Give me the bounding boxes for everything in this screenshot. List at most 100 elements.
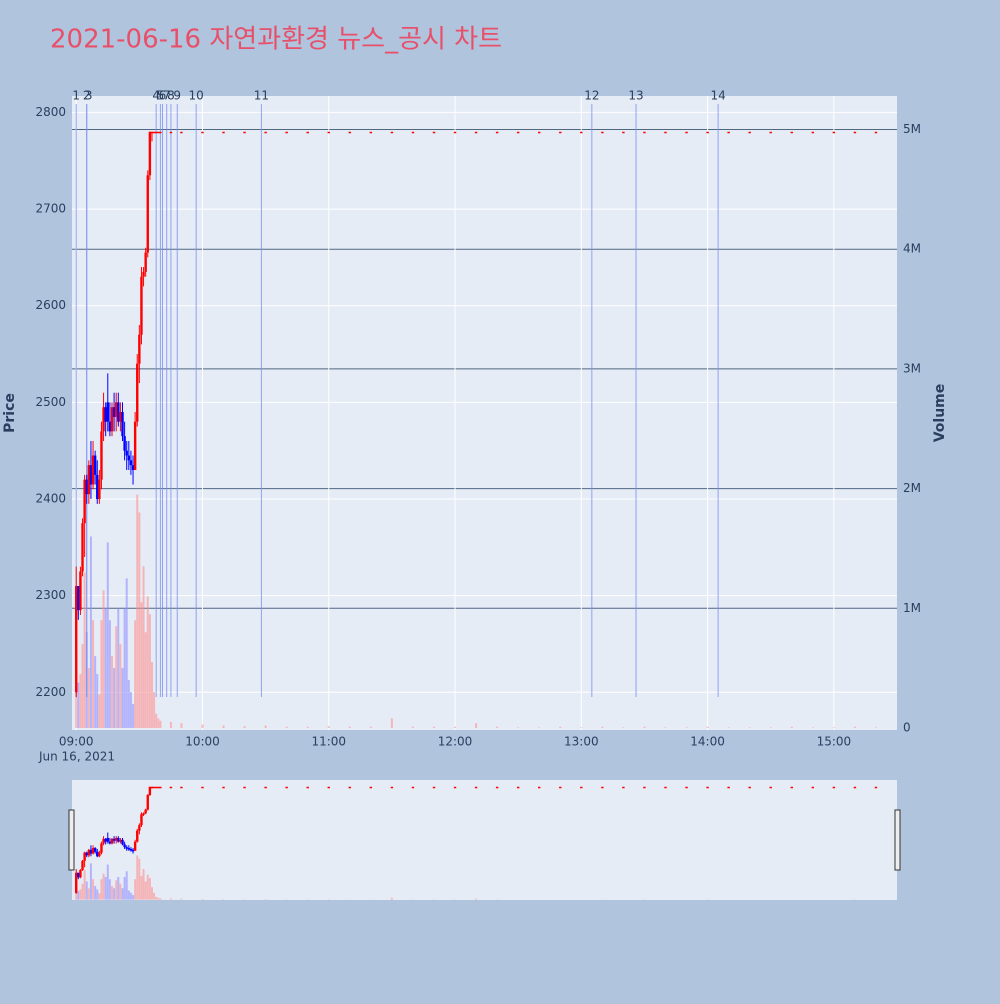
mini-volume-bar xyxy=(98,893,100,899)
mini-candle-body xyxy=(100,843,102,852)
y2-tick-label: 1M xyxy=(903,601,921,615)
mini-volume-bar xyxy=(145,881,147,899)
candle-body xyxy=(643,132,645,134)
candle-body xyxy=(83,480,85,523)
mini-candle-body xyxy=(111,839,113,844)
mini-candle-body xyxy=(748,787,750,789)
mini-volume-bar xyxy=(155,897,157,900)
x-date-label: Jun 16, 2021 xyxy=(38,750,115,764)
mini-candle-body xyxy=(128,848,130,850)
mini-candle-body xyxy=(86,853,88,856)
candle-body xyxy=(149,132,151,175)
volume-bar xyxy=(580,727,582,728)
candle-body xyxy=(770,132,772,134)
mini-candle-body xyxy=(727,787,729,789)
mini-volume-bar xyxy=(107,865,109,900)
mini-volume-bar xyxy=(475,899,477,900)
mini-volume-bar xyxy=(124,877,126,900)
volume-bar xyxy=(145,632,147,728)
mini-candle-body xyxy=(559,787,561,789)
mini-volume-bar xyxy=(92,879,94,899)
volume-bar xyxy=(875,727,877,728)
mini-candle-body xyxy=(433,787,435,789)
mini-candle-body xyxy=(201,787,203,789)
mini-candle-body xyxy=(264,787,266,789)
volume-bar xyxy=(115,626,117,728)
mini-candle-body xyxy=(496,787,498,789)
volume-bar xyxy=(134,620,136,728)
candle-body xyxy=(159,132,161,134)
mini-candle-body xyxy=(113,839,115,841)
candle-body xyxy=(201,132,203,134)
candle-body xyxy=(412,132,414,134)
mini-volume-bar xyxy=(391,898,393,900)
mini-volume-bar xyxy=(88,888,90,899)
mini-volume-bar xyxy=(94,886,96,900)
candle-body xyxy=(496,132,498,134)
candle-body xyxy=(144,253,146,272)
mini-volume-bar xyxy=(132,895,134,900)
mini-volume-bar xyxy=(170,898,172,899)
mini-candle-body xyxy=(104,839,106,842)
candle-body xyxy=(136,364,138,422)
volume-bar xyxy=(622,727,624,728)
mini-candle-body xyxy=(791,787,793,789)
volume-bar xyxy=(92,620,94,728)
mini-candle-body xyxy=(875,787,877,789)
volume-bar xyxy=(128,680,130,728)
news-label: 9 xyxy=(173,89,181,103)
y2-tick-label: 4M xyxy=(903,242,921,256)
mini-candle-body xyxy=(664,787,666,789)
range-slider[interactable] xyxy=(72,780,897,900)
candle-body xyxy=(102,407,104,431)
mini-candle-body xyxy=(475,787,477,789)
candle-body xyxy=(370,132,372,134)
candle-body xyxy=(285,132,287,134)
volume-bar xyxy=(728,727,730,728)
volume-bar xyxy=(126,578,128,728)
candle-body xyxy=(727,132,729,134)
volume-bar xyxy=(98,694,100,728)
candle-body xyxy=(875,132,877,134)
y2-tick-label: 2M xyxy=(903,481,921,495)
mini-candle-body xyxy=(833,787,835,789)
mini-volume-bar xyxy=(180,899,182,900)
x-tick-label: 12:00 xyxy=(438,735,473,749)
volume-bar xyxy=(496,727,498,728)
y-tick-label: 2800 xyxy=(35,105,66,119)
mini-candle-body xyxy=(770,787,772,789)
y2-tick-label: 5M xyxy=(903,122,921,136)
candle-body xyxy=(138,335,140,364)
volume-bar xyxy=(111,656,113,728)
candle-body xyxy=(622,132,624,134)
mini-candle-body xyxy=(88,850,90,855)
mini-candle-body xyxy=(812,787,814,789)
volume-bar xyxy=(157,718,159,728)
candle-body xyxy=(81,523,83,571)
mini-volume-bar xyxy=(128,891,130,900)
range-handle[interactable] xyxy=(69,810,74,870)
candle-body xyxy=(433,132,435,134)
mini-candle-body xyxy=(328,787,330,789)
volume-bar xyxy=(833,727,835,728)
mini-volume-bar xyxy=(79,889,81,899)
mini-volume-bar xyxy=(122,888,124,899)
volume-bar xyxy=(349,727,351,728)
mini-candle-body xyxy=(307,787,309,789)
y-tick-label: 2700 xyxy=(35,202,66,216)
mini-candle-body xyxy=(121,840,123,845)
volume-bar xyxy=(96,674,98,728)
volume-bar xyxy=(180,723,182,728)
volume-bar xyxy=(328,726,330,728)
candle-body xyxy=(748,132,750,134)
y-tick-label: 2300 xyxy=(35,588,66,602)
mini-candle-body xyxy=(153,787,155,789)
volume-bar xyxy=(100,620,102,728)
candle-body xyxy=(109,422,111,432)
y-tick-label: 2600 xyxy=(35,298,66,312)
mini-candle-body xyxy=(580,787,582,789)
mini-volume-bar xyxy=(136,855,138,899)
volume-bar xyxy=(601,727,603,728)
range-handle[interactable] xyxy=(895,810,900,870)
